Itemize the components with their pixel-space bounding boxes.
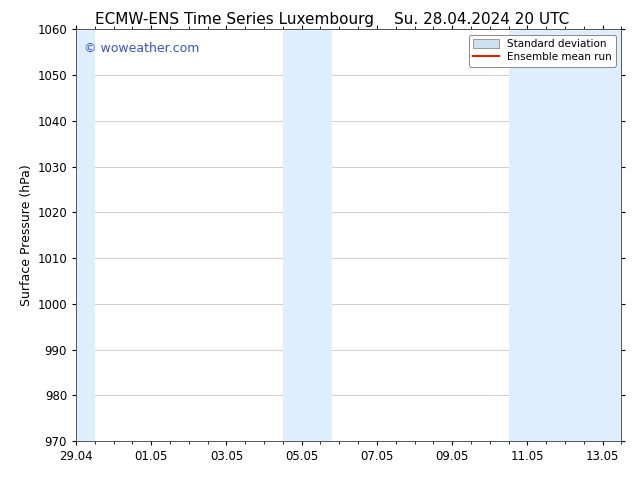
Text: © woweather.com: © woweather.com <box>84 42 200 55</box>
Bar <box>508 29 621 441</box>
Text: Su. 28.04.2024 20 UTC: Su. 28.04.2024 20 UTC <box>394 12 569 27</box>
Bar <box>283 29 332 441</box>
Bar <box>68 29 95 441</box>
Text: ECMW-ENS Time Series Luxembourg: ECMW-ENS Time Series Luxembourg <box>95 12 374 27</box>
Legend: Standard deviation, Ensemble mean run: Standard deviation, Ensemble mean run <box>469 35 616 67</box>
Y-axis label: Surface Pressure (hPa): Surface Pressure (hPa) <box>20 164 33 306</box>
